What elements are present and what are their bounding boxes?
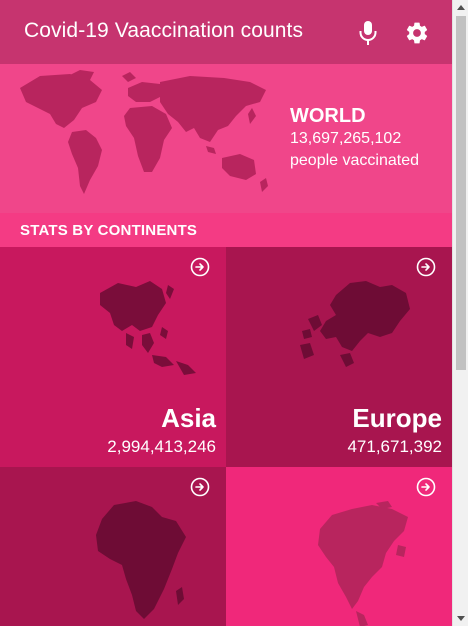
world-label: WORLD 13,697,265,102 people vaccinated xyxy=(290,104,419,172)
continent-name: Asia xyxy=(161,403,216,433)
arrow-right-circle-icon[interactable] xyxy=(190,257,210,277)
arrow-right-circle-icon[interactable] xyxy=(416,257,436,277)
scrollbar-thumb[interactable] xyxy=(456,16,466,370)
asia-map-illustration xyxy=(100,281,196,375)
world-count: 13,697,265,102 xyxy=(290,130,402,147)
app-root: Covid-19 Vaaccination counts xyxy=(0,0,452,626)
world-name: WORLD xyxy=(290,105,366,127)
north-america-map-illustration xyxy=(318,501,408,626)
continent-tile-north-america[interactable] xyxy=(226,467,452,626)
continent-tile-europe[interactable]: Europe 471,671,392 xyxy=(226,247,452,467)
app-title: Covid-19 Vaaccination counts xyxy=(24,19,304,42)
section-title: STATS BY CONTINENTS xyxy=(0,213,452,247)
vertical-scrollbar[interactable] xyxy=(452,0,468,626)
continent-count: 2,994,413,246 xyxy=(107,437,216,456)
scroll-up-arrow[interactable] xyxy=(457,5,465,10)
gear-icon[interactable] xyxy=(404,20,430,46)
world-summary-banner[interactable]: WORLD 13,697,265,102 people vaccinated xyxy=(0,64,452,213)
microphone-icon[interactable] xyxy=(356,20,380,46)
continent-tile-africa[interactable] xyxy=(0,467,226,626)
europe-map-illustration xyxy=(300,281,410,367)
arrow-right-circle-icon[interactable] xyxy=(416,477,436,497)
scroll-down-arrow[interactable] xyxy=(457,616,465,621)
continent-count: 471,671,392 xyxy=(347,437,442,456)
continent-tile-asia[interactable]: Asia 2,994,413,246 xyxy=(0,247,226,467)
continent-name: Europe xyxy=(352,403,442,433)
arrow-right-circle-icon[interactable] xyxy=(190,477,210,497)
app-header: Covid-19 Vaaccination counts xyxy=(0,0,452,64)
africa-map-illustration xyxy=(96,501,186,619)
world-subtitle: people vaccinated xyxy=(290,152,419,169)
world-map-illustration xyxy=(20,70,268,194)
